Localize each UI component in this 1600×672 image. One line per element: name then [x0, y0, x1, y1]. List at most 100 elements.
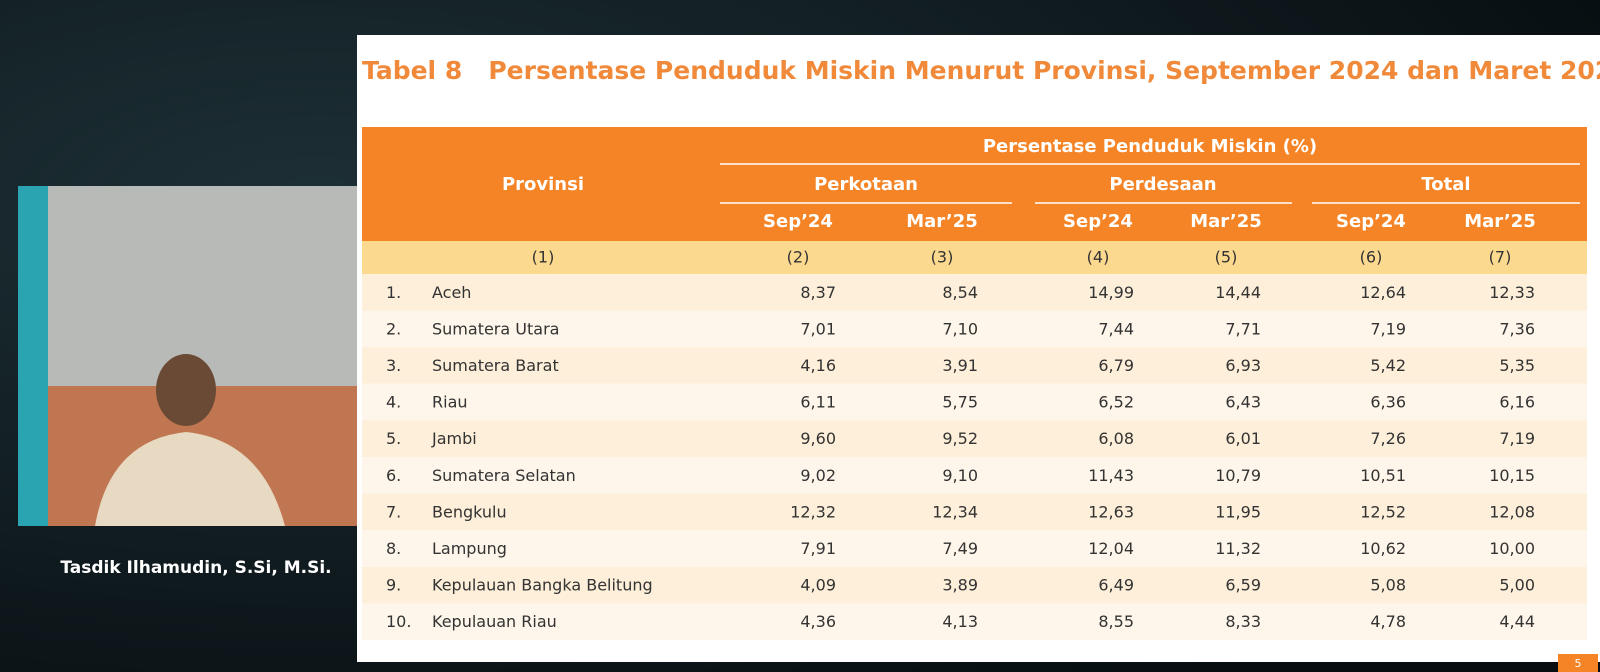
row-number: 1. [386, 283, 401, 302]
table-cell: 6,49 [1098, 576, 1134, 595]
table-row [362, 310, 1587, 348]
table-cell: 7,36 [1499, 319, 1535, 338]
table-cell: 4,09 [800, 576, 836, 595]
period-header: Mar’25 [1464, 211, 1536, 232]
table-row [362, 383, 1587, 421]
table-cell: 8,55 [1098, 612, 1134, 631]
table-row [362, 603, 1587, 640]
table-cell: 7,19 [1499, 429, 1535, 448]
column-number: (1) [532, 248, 555, 267]
table-cell: 9,60 [800, 429, 836, 448]
table-cell: 4,44 [1499, 612, 1535, 631]
table-cell: 4,36 [800, 612, 836, 631]
shirt [95, 432, 285, 526]
table-cell: 11,43 [1088, 466, 1134, 485]
column-number: (4) [1087, 248, 1110, 267]
column-number: (2) [787, 248, 810, 267]
table-cell: 10,51 [1360, 466, 1406, 485]
province-name: Kepulauan Bangka Belitung [432, 576, 653, 595]
period-header: Mar’25 [906, 211, 978, 232]
province-name: Sumatera Utara [432, 319, 559, 338]
province-name: Bengkulu [432, 502, 507, 521]
row-number: 7. [386, 502, 401, 521]
table-cell: 12,52 [1360, 502, 1406, 521]
table-cell: 12,34 [932, 502, 978, 521]
row-number: 2. [386, 319, 401, 338]
column-number: (5) [1215, 248, 1238, 267]
table-cell: 5,08 [1370, 576, 1406, 595]
video-panel: Tasdik Ilhamudin, S.Si, M.Si. [18, 186, 358, 578]
table-cell: 10,00 [1489, 539, 1535, 558]
table-cell: 8,54 [942, 283, 978, 302]
table-cell: 12,33 [1489, 283, 1535, 302]
table-row [362, 457, 1587, 494]
table-row [362, 274, 1587, 311]
province-name: Jambi [431, 429, 477, 448]
table-cell: 7,10 [942, 319, 978, 338]
header-band [362, 127, 1587, 241]
table-cell: 4,16 [800, 356, 836, 375]
table-cell: 14,44 [1215, 283, 1261, 302]
table-cell: 6,43 [1225, 393, 1261, 412]
table-row [362, 493, 1587, 531]
table-cell: 7,26 [1370, 429, 1406, 448]
table-row [362, 530, 1587, 567]
table-row [362, 420, 1587, 457]
period-header: Sep’24 [1336, 211, 1406, 232]
period-header: Sep’24 [1063, 211, 1133, 232]
period-header: Mar’25 [1190, 211, 1262, 232]
group-header: Persentase Penduduk Miskin (%) [983, 136, 1317, 157]
table-cell: 10,62 [1360, 539, 1406, 558]
table-cell: 9,52 [942, 429, 978, 448]
table-cell: 12,04 [1088, 539, 1134, 558]
table-cell: 8,37 [800, 283, 836, 302]
province-name: Riau [432, 393, 468, 412]
table-cell: 14,99 [1088, 283, 1134, 302]
column-number: (7) [1489, 248, 1512, 267]
table-cell: 6,08 [1098, 429, 1134, 448]
table-cell: 7,49 [942, 539, 978, 558]
row-number: 9. [386, 576, 401, 595]
table-cell: 6,36 [1370, 393, 1406, 412]
table-cell: 3,91 [942, 356, 978, 375]
table-cell: 6,52 [1098, 393, 1134, 412]
subgroup-header: Total [1421, 174, 1470, 195]
table-cell: 7,19 [1370, 319, 1406, 338]
table-cell: 7,01 [800, 319, 836, 338]
table-cell: 6,59 [1225, 576, 1261, 595]
column-number-band [362, 241, 1587, 274]
table-cell: 12,64 [1360, 283, 1406, 302]
table-cell: 6,16 [1499, 393, 1535, 412]
table-cell: 10,15 [1489, 466, 1535, 485]
speaker-name: Tasdik Ilhamudin, S.Si, M.Si. [60, 558, 331, 578]
row-number: 3. [386, 356, 401, 375]
table-cell: 6,79 [1098, 356, 1134, 375]
table-cell: 7,44 [1098, 319, 1134, 338]
row-number: 5. [386, 429, 401, 448]
page-tab [1558, 654, 1598, 672]
table-cell: 4,13 [942, 612, 978, 631]
table-cell: 5,00 [1499, 576, 1535, 595]
row-number: 10. [386, 612, 411, 631]
table-cell: 12,63 [1088, 502, 1134, 521]
table-cell: 9,02 [800, 466, 836, 485]
table-cell: 6,11 [800, 393, 836, 412]
table-cell: 5,42 [1370, 356, 1406, 375]
head [156, 354, 216, 426]
table-cell: 6,01 [1225, 429, 1261, 448]
table-cell: 7,91 [800, 539, 836, 558]
period-header: Sep’24 [763, 211, 833, 232]
page-number: 5 [1575, 657, 1582, 670]
province-name: Sumatera Barat [432, 356, 559, 375]
subgroup-header: Perkotaan [814, 174, 918, 195]
table-cell: 10,79 [1215, 466, 1261, 485]
province-name: Aceh [432, 283, 471, 302]
table-cell: 6,93 [1225, 356, 1261, 375]
row-number: 8. [386, 539, 401, 558]
table-title: Tabel 8 Persentase Penduduk Miskin Menur… [362, 56, 1600, 85]
table-cell: 7,71 [1225, 319, 1261, 338]
table-cell: 3,89 [942, 576, 978, 595]
table-cell: 5,75 [942, 393, 978, 412]
province-header: Provinsi [502, 174, 584, 195]
